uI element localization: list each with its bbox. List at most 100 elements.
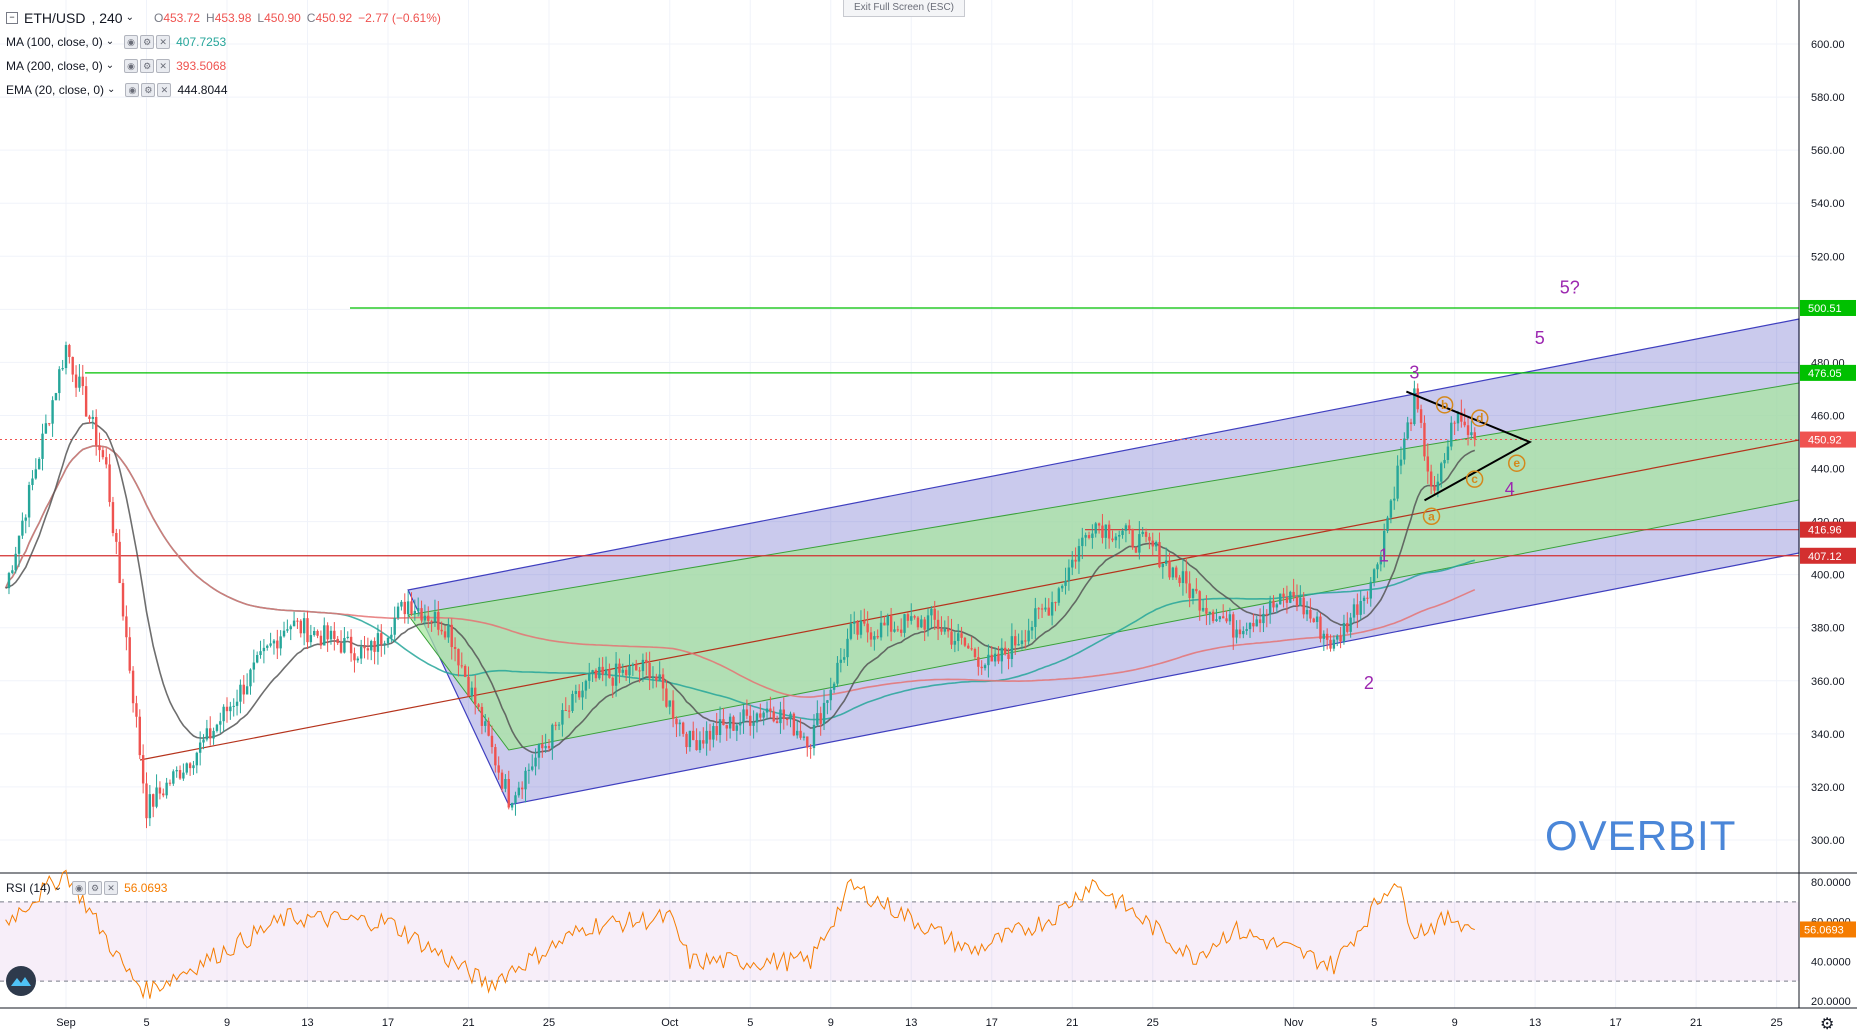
candle-body	[1054, 602, 1057, 604]
gear-icon[interactable]: ⚙	[140, 35, 155, 49]
candle-body	[554, 724, 557, 726]
chevron-down-icon[interactable]: ⌄	[53, 882, 63, 893]
wave-label: 1	[1379, 545, 1389, 565]
time-tick: Oct	[661, 1017, 678, 1029]
candle-body	[1003, 647, 1007, 655]
candle-body	[58, 369, 61, 394]
close-icon[interactable]: ✕	[104, 881, 119, 895]
candle-body	[913, 616, 916, 618]
candle-body	[1124, 525, 1128, 531]
rsi-pane	[0, 869, 1857, 1000]
candle-body	[222, 706, 225, 722]
indicator-label[interactable]: MA (200, close, 0)	[6, 59, 103, 73]
candle-body	[725, 725, 728, 729]
interval[interactable]: 240	[99, 10, 123, 26]
candle-body	[255, 655, 259, 663]
candle-body	[21, 520, 24, 536]
candle-body	[463, 665, 467, 677]
time-tick: 25	[1771, 1017, 1783, 1029]
candle-body	[1175, 567, 1178, 578]
candle-body	[440, 629, 443, 632]
candle-body	[574, 691, 578, 694]
indicator-ma100[interactable]: MA (100, close, 0) ⌄ ◉ ⚙ ✕ 407.7253	[6, 30, 447, 54]
chevron-down-icon[interactable]: ⌄	[125, 12, 134, 23]
price-tick: 440.00	[1811, 464, 1845, 476]
candle-body	[423, 615, 427, 621]
indicator-ema20[interactable]: EMA (20, close, 0) ⌄ ◉ ⚙ ✕ 444.8044	[6, 78, 447, 102]
indicator-label[interactable]: RSI (14)	[6, 881, 51, 895]
candle-body	[822, 702, 826, 724]
candle-body	[779, 709, 782, 724]
candle-body	[252, 662, 256, 670]
indicator-ma200[interactable]: MA (200, close, 0) ⌄ ◉ ⚙ ✕ 393.5068	[6, 54, 447, 78]
candle-body	[215, 724, 219, 731]
candle-body	[131, 670, 135, 704]
indicator-rsi[interactable]: RSI (14) ⌄ ◉ ⚙ ✕ 56.0693	[6, 876, 167, 900]
candle-body	[148, 794, 152, 819]
eye-icon[interactable]: ◉	[124, 35, 139, 49]
gear-icon[interactable]: ⚙	[141, 83, 156, 97]
eye-icon[interactable]: ◉	[72, 881, 87, 895]
candle-body	[178, 770, 182, 779]
indicator-label[interactable]: EMA (20, close, 0)	[6, 83, 105, 97]
candle-body	[1309, 609, 1312, 619]
candle-body	[299, 620, 302, 634]
chevron-down-icon[interactable]: ⌄	[105, 60, 115, 71]
candle-body	[353, 653, 356, 661]
eye-icon[interactable]: ◉	[125, 83, 140, 97]
candle-body	[531, 766, 534, 770]
candle-body	[839, 659, 843, 663]
candle-body	[1185, 571, 1188, 584]
candle-body	[611, 677, 614, 686]
chevron-down-icon[interactable]: ⌄	[105, 36, 115, 47]
settings-icon[interactable]: ⚙	[1820, 1016, 1835, 1033]
collapse-icon[interactable]: −	[6, 12, 18, 24]
candle-body	[403, 601, 406, 615]
candle-body	[832, 683, 836, 690]
exit-fullscreen-button[interactable]: Exit Full Screen (ESC)	[843, 0, 965, 17]
gear-icon[interactable]: ⚙	[88, 881, 103, 895]
close-icon[interactable]: ✕	[157, 83, 172, 97]
candle-body	[235, 701, 239, 706]
candle-body	[443, 631, 447, 638]
candle-body	[698, 740, 702, 751]
candle-body	[1007, 654, 1010, 659]
horizontal-levels	[0, 307, 1799, 557]
wave-label: 5	[1535, 328, 1545, 348]
close-icon[interactable]: ✕	[156, 59, 171, 73]
time-tick: 13	[1529, 1017, 1541, 1029]
tradingview-logo[interactable]	[6, 966, 36, 996]
gear-icon[interactable]: ⚙	[140, 59, 155, 73]
candle-body	[1101, 525, 1104, 538]
candle-body	[1436, 481, 1440, 491]
candle-body	[685, 733, 688, 748]
candle-body	[1020, 640, 1024, 645]
candle-body	[457, 648, 460, 666]
candle-body	[1393, 498, 1396, 501]
candle-body	[1289, 591, 1292, 603]
candle-body	[400, 601, 403, 607]
indicator-label[interactable]: MA (100, close, 0)	[6, 35, 103, 49]
candle-body	[37, 458, 41, 470]
price-label-box	[1800, 521, 1856, 538]
candle-body	[846, 638, 849, 658]
close-icon[interactable]: ✕	[156, 35, 171, 49]
symbol-name[interactable]: ETH/USD	[24, 10, 86, 26]
candle-body	[614, 663, 618, 686]
candle-body	[346, 636, 349, 638]
candle-body	[920, 619, 923, 628]
candle-body	[48, 423, 51, 425]
triangle-pattern	[1405, 390, 1533, 502]
rsi-legend: RSI (14) ⌄ ◉ ⚙ ✕ 56.0693	[6, 876, 167, 900]
candle-body	[91, 416, 95, 420]
candle-body	[1356, 604, 1359, 615]
candle-body	[64, 345, 68, 369]
candle-body	[380, 633, 383, 645]
open-value: 453.72	[163, 11, 201, 25]
candle-body	[732, 716, 735, 731]
eye-icon[interactable]: ◉	[124, 59, 139, 73]
candle-body	[1359, 600, 1362, 615]
chevron-down-icon[interactable]: ⌄	[107, 84, 116, 95]
candle-body	[1071, 559, 1074, 568]
